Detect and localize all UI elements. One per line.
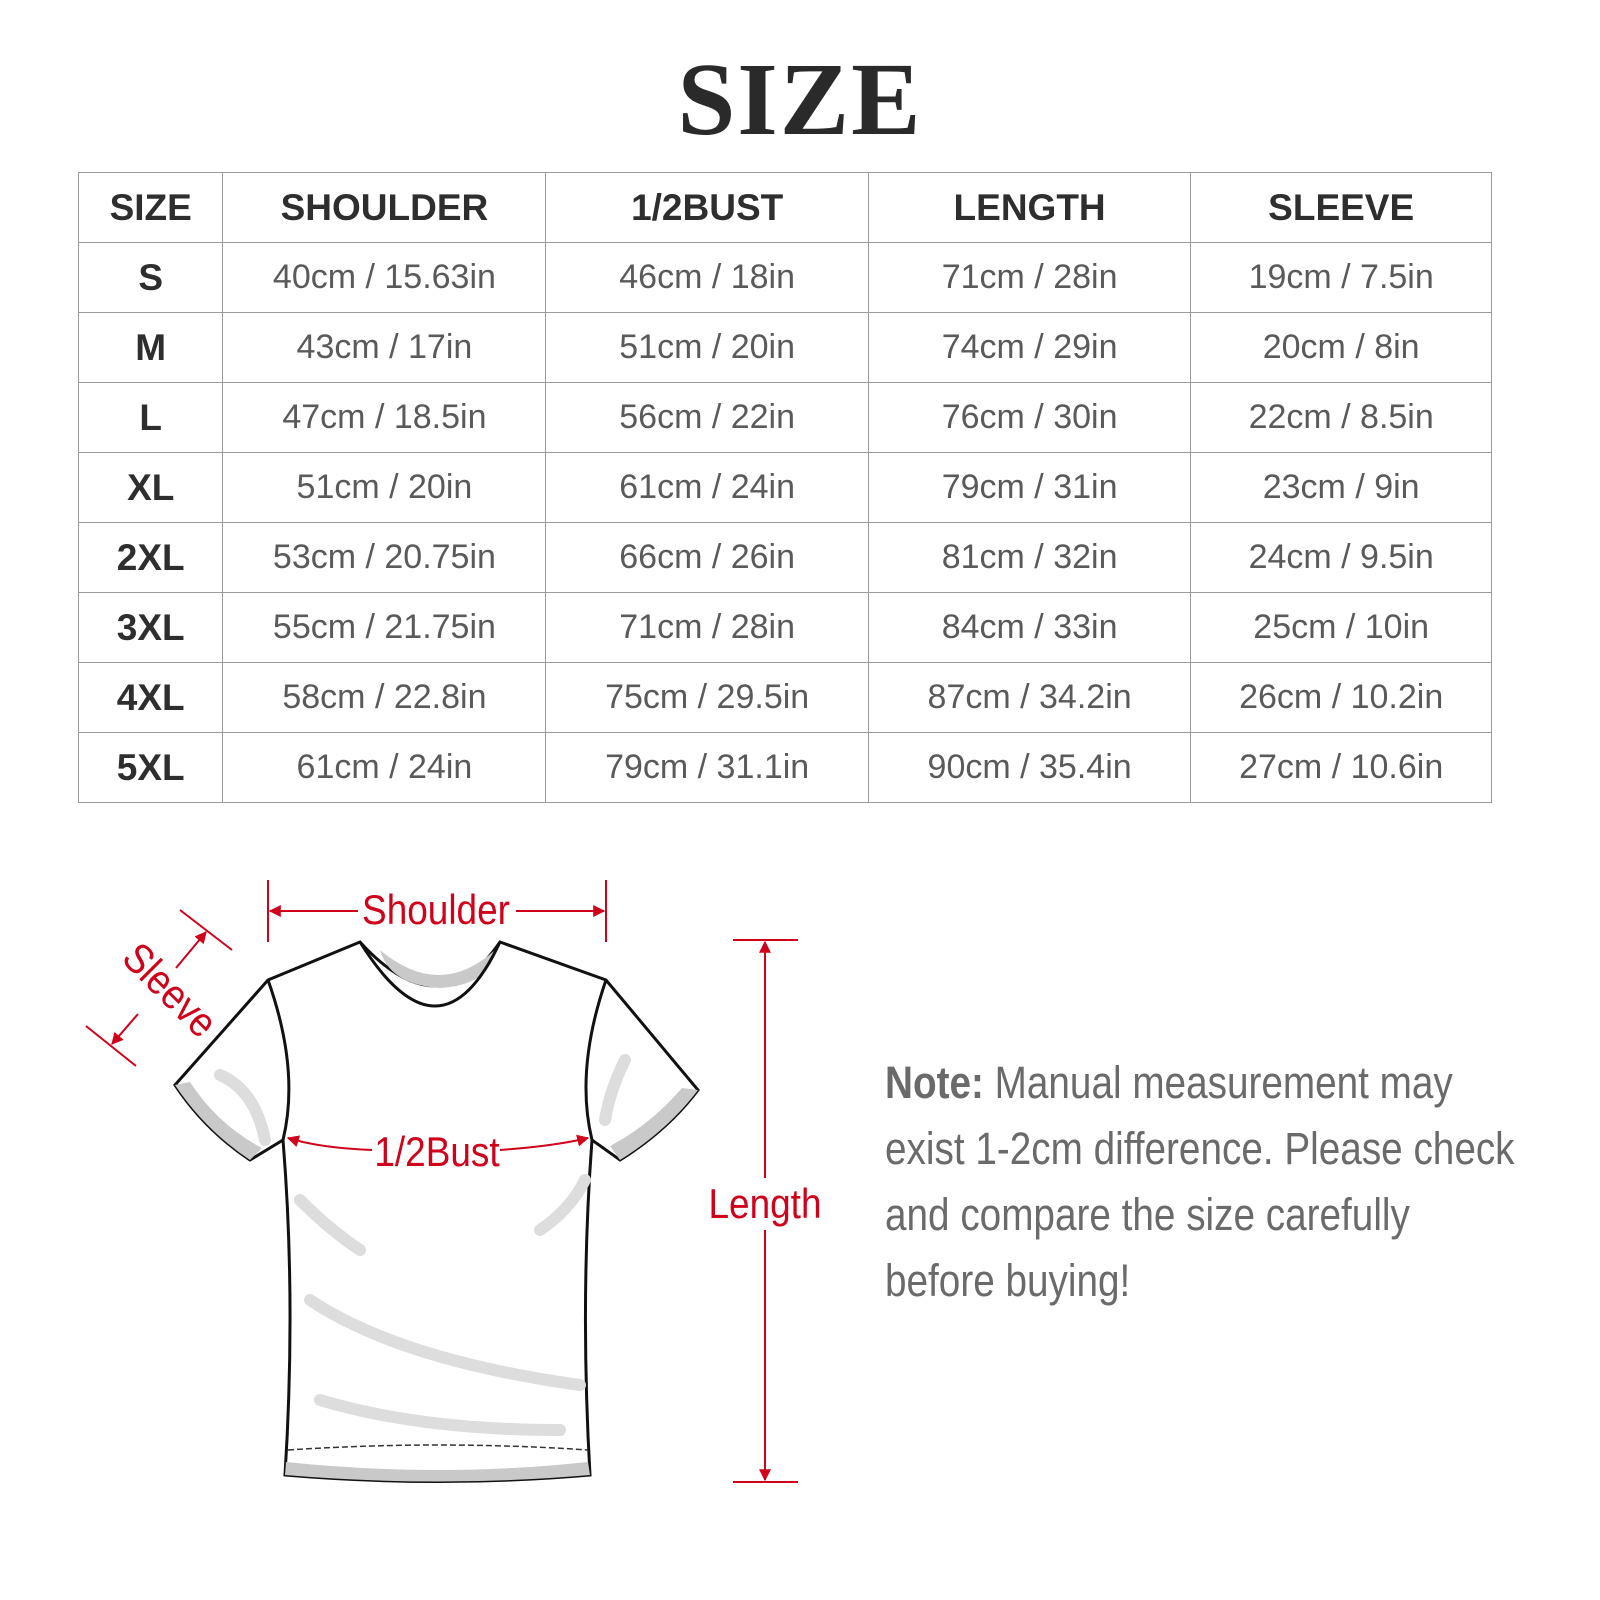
measurement-cell: 56cm / 22in [545,382,869,453]
length-measure: Length [708,939,822,1483]
column-header: 1/2BUST [545,172,869,243]
table-row: 5XL 61cm / 24in 79cm / 31.1in 90cm / 35.4in… [77,732,1492,803]
measurement-cell: 81cm / 32in [867,522,1192,593]
measurement-cell: 66cm / 26in [545,522,869,593]
table-row: XL 51cm / 20in 61cm / 24in 79cm / 31in 23cm … [77,452,1492,523]
measurement-cell: 71cm / 28in [867,242,1192,313]
size-cell: S [77,242,224,313]
bust-label: 1/2Bust [374,1129,499,1176]
size-cell: L [77,382,224,453]
table-row: L 47cm / 18.5in 56cm / 22in 76cm / 30in 22cm… [77,382,1492,453]
shoulder-label: Shoulder [362,887,510,934]
column-header: LENGTH [867,172,1192,243]
measurement-cell: 27cm / 10.6in [1190,732,1492,803]
measurement-cell: 79cm / 31.1in [545,732,869,803]
measurement-cell: 25cm / 10in [1190,592,1492,663]
note-text: Manual measurement may exist 1-2cm diffe… [885,1057,1515,1306]
column-header: SLEEVE [1190,172,1492,243]
table-header-row: SIZE SHOULDER 1/2BUST LENGTH SLEEVE [77,172,1492,243]
measurement-cell: 51cm / 20in [222,452,547,523]
measurement-cell: 61cm / 24in [222,732,547,803]
note-label: Note: [885,1057,984,1108]
size-table: SIZE SHOULDER 1/2BUST LENGTH SLEEVE S 40cm / … [77,172,1492,803]
measurement-cell: 61cm / 24in [545,452,869,523]
measurement-note: Note: Manual measurement may exist 1-2cm… [885,1050,1521,1314]
table-row: S 40cm / 15.63in 46cm / 18in 71cm / 28in 19c… [77,242,1492,313]
measurement-cell: 79cm / 31in [867,452,1192,523]
measurement-cell: 23cm / 9in [1190,452,1492,523]
measurement-cell: 26cm / 10.2in [1190,662,1492,733]
measurement-cell: 84cm / 33in [867,592,1192,663]
table-row: 3XL 55cm / 21.75in 71cm / 28in 84cm / 33in 2… [77,592,1492,663]
size-cell: M [77,312,224,383]
measurement-cell: 58cm / 22.8in [222,662,547,733]
measurement-cell: 19cm / 7.5in [1190,242,1492,313]
length-label: Length [708,1181,821,1228]
table-row: 2XL 53cm / 20.75in 66cm / 26in 81cm / 32in 2… [77,522,1492,593]
measurement-cell: 74cm / 29in [867,312,1192,383]
measurement-cell: 22cm / 8.5in [1190,382,1492,453]
measurement-cell: 71cm / 28in [545,592,869,663]
size-cell: XL [77,452,224,523]
size-cell: 5XL [77,732,224,803]
measurement-cell: 24cm / 9.5in [1190,522,1492,593]
measurement-cell: 90cm / 35.4in [867,732,1192,803]
measurement-cell: 46cm / 18in [545,242,869,313]
measurement-cell: 75cm / 29.5in [545,662,869,733]
measurement-cell: 76cm / 30in [867,382,1192,453]
shoulder-measure: Shoulder [267,880,607,942]
measurement-cell: 87cm / 34.2in [867,662,1192,733]
sleeve-measure: Sleeve [85,909,233,1067]
page-title: SIZE [677,42,923,157]
column-header: SIZE [77,172,224,243]
measurement-cell: 51cm / 20in [545,312,869,383]
size-cell: 4XL [77,662,224,733]
size-cell: 3XL [77,592,224,663]
measurement-cell: 20cm / 8in [1190,312,1492,383]
measurement-cell: 55cm / 21.75in [222,592,547,663]
measurement-cell: 40cm / 15.63in [222,242,547,313]
measurement-cell: 53cm / 20.75in [222,522,547,593]
measurement-cell: 43cm / 17in [222,312,547,383]
table-row: M 43cm / 17in 51cm / 20in 74cm / 29in 20cm /… [77,312,1492,383]
sleeve-label: Sleeve [113,934,226,1047]
table-row: 4XL 58cm / 22.8in 75cm / 29.5in 87cm / 34.2… [77,662,1492,733]
tshirt-illustration [173,940,700,1483]
bust-measure: 1/2Bust [286,1129,590,1176]
